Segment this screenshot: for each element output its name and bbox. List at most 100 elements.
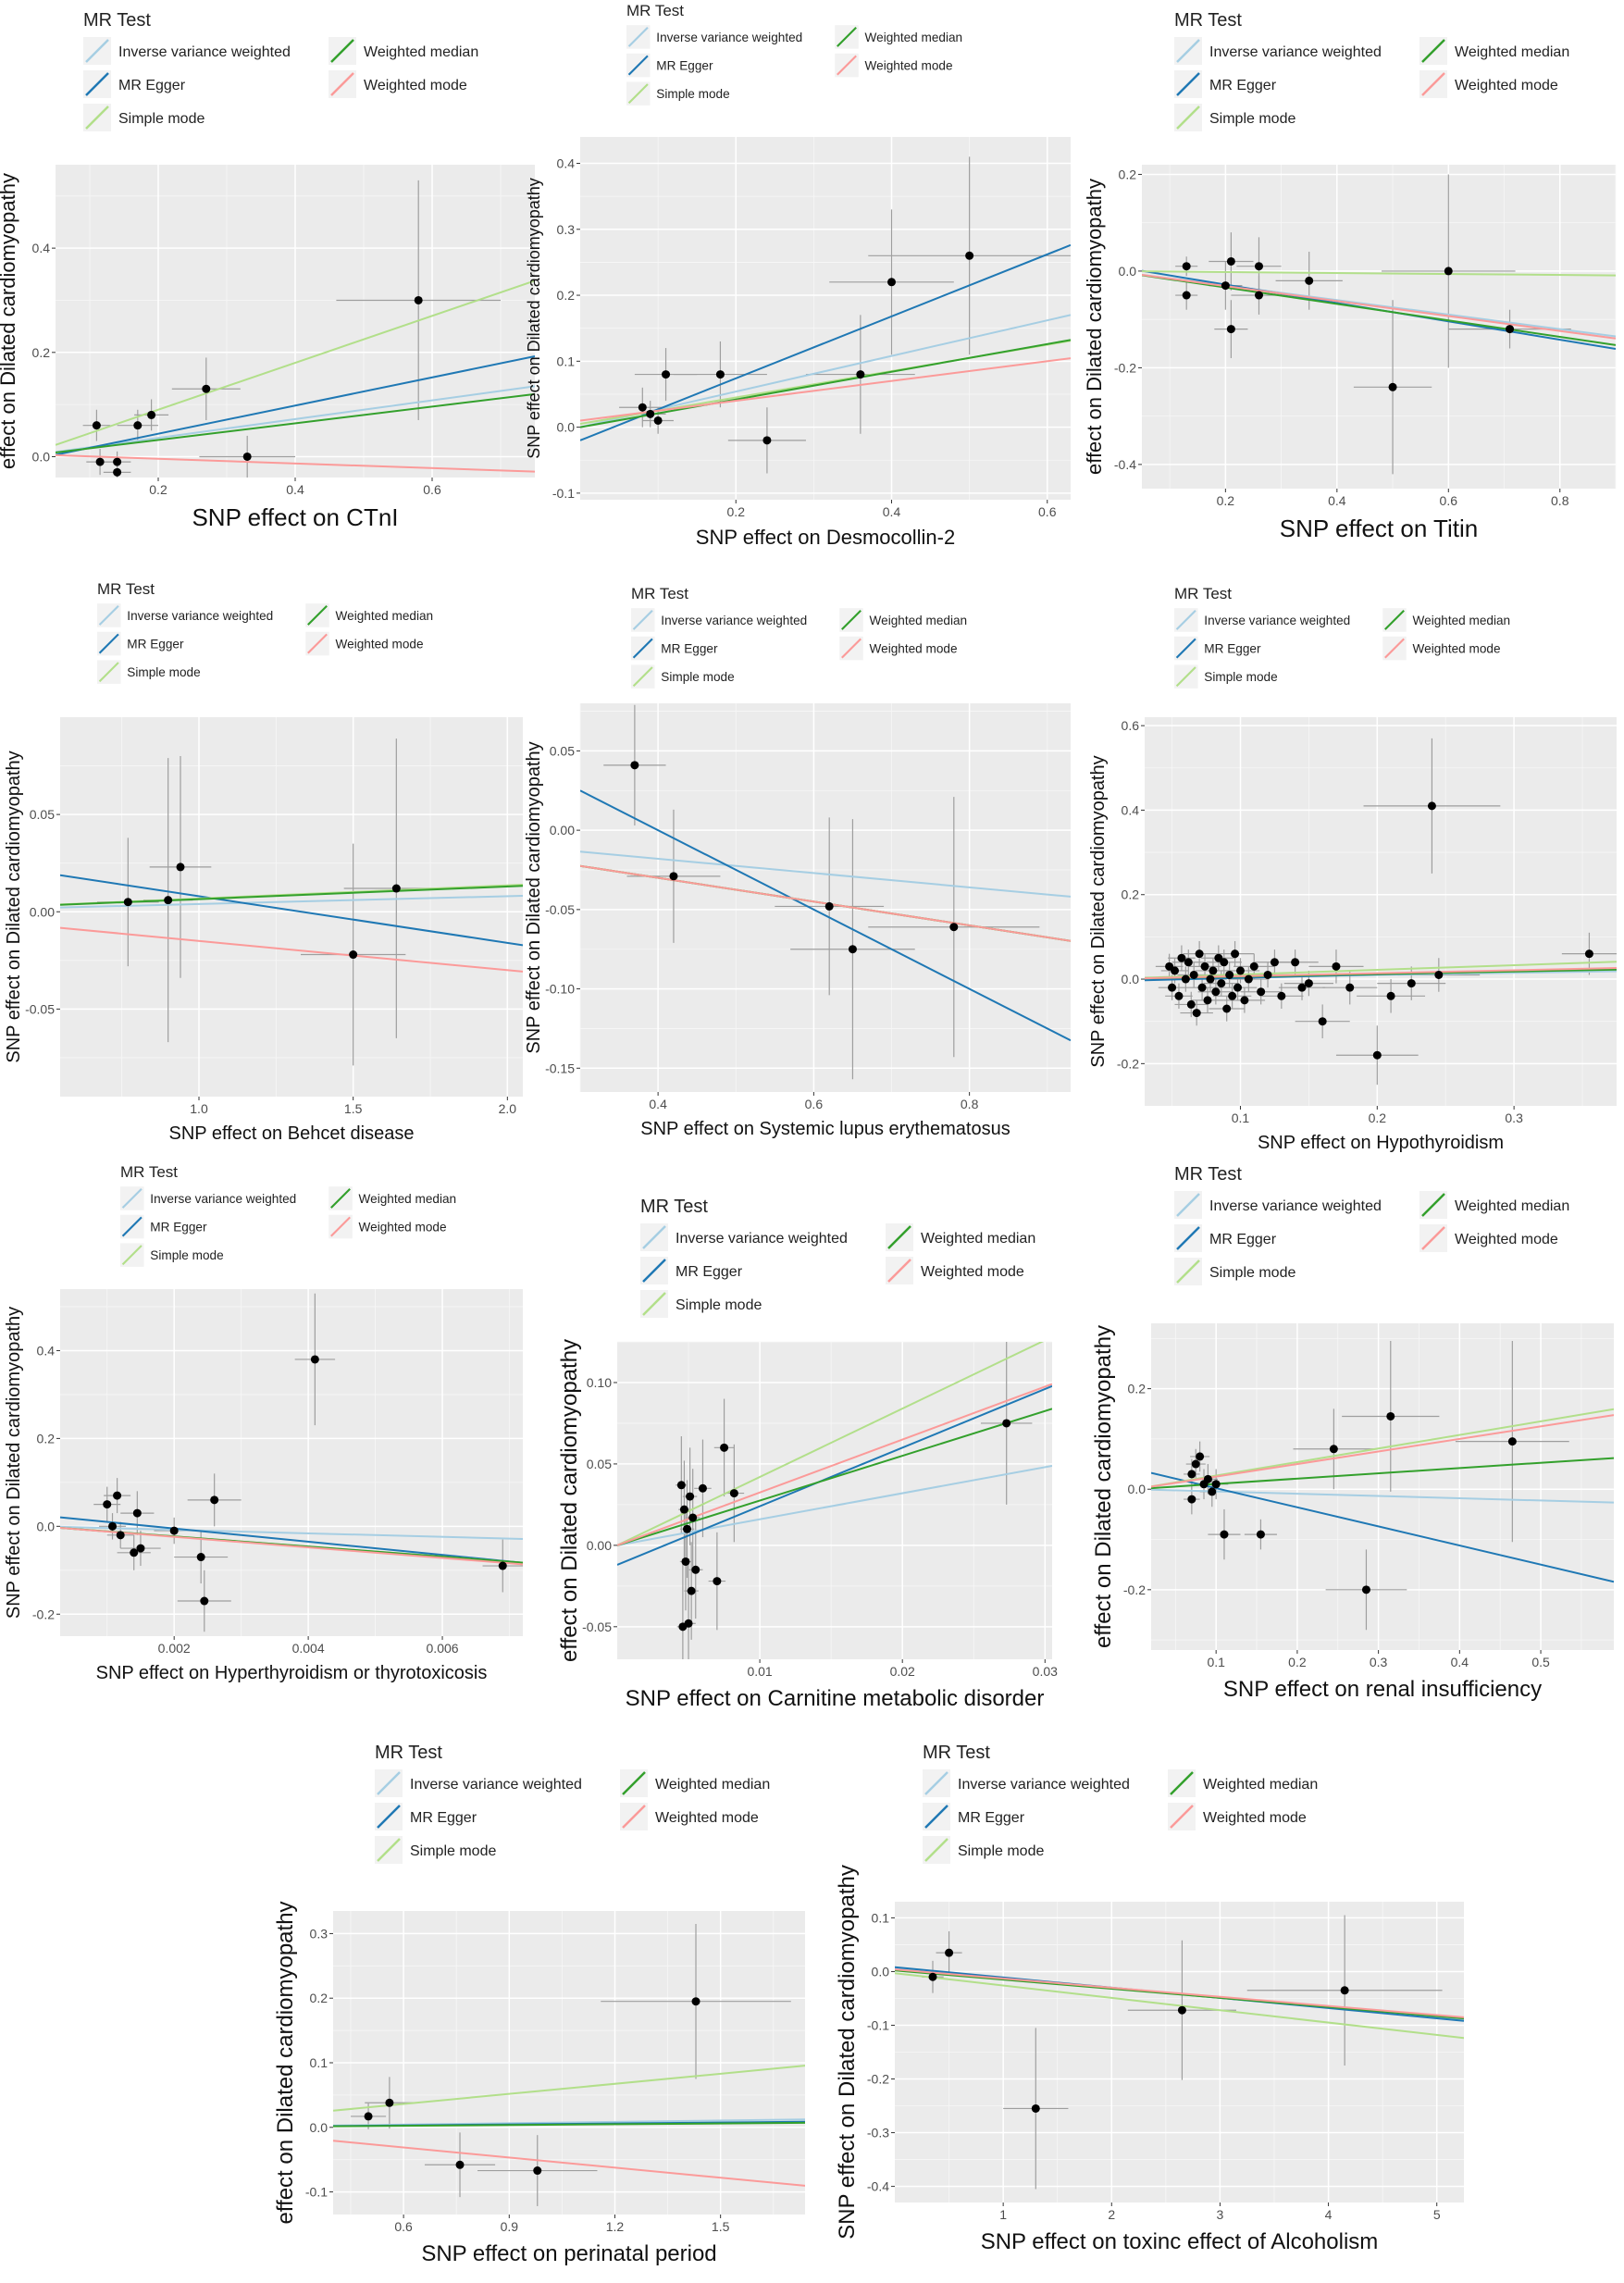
legend-entry-label: Weighted mode	[870, 642, 958, 656]
data-point	[1244, 974, 1253, 984]
data-point	[1203, 1474, 1212, 1483]
legend-entry-label: Weighted mode	[1455, 78, 1558, 93]
data-point	[684, 1619, 693, 1628]
legend: MR Test Inverse variance weighted MR Egger…	[1174, 10, 1569, 131]
x-tick-label: 0.6	[423, 482, 441, 497]
regression-line	[333, 2065, 805, 2112]
legend: MR Test Inverse variance weighted MR Egger…	[626, 2, 962, 105]
legend-entry-label: Weighted median	[870, 614, 968, 627]
data-point	[1189, 970, 1198, 979]
plot-content	[333, 1923, 805, 2206]
plot-background	[60, 717, 523, 1097]
data-point	[824, 901, 834, 911]
legend-entry-label: Weighted mode	[336, 638, 424, 651]
y-axis-title: SNP effect on Dilated cardiomyopathy	[1088, 755, 1109, 1067]
legend-entry-label: Weighted median	[364, 44, 478, 60]
legend-entry-label: Weighted median	[865, 31, 963, 44]
legend-key-line	[98, 604, 119, 626]
x-tick-label: 0.8	[961, 1097, 979, 1111]
chart-svg: MR Test Inverse variance weighted MR Egger…	[525, 2, 1071, 549]
x-tick-label: 0.4	[1328, 493, 1346, 508]
legend-key-line	[622, 1771, 646, 1795]
legend-entry-label: Weighted median	[1413, 614, 1511, 627]
data-point	[1192, 1009, 1201, 1018]
y-axis-title: effect on Dilated cardiomyopathy	[557, 1339, 582, 1662]
legend-entry-label: Simple mode	[118, 111, 205, 127]
data-point	[1226, 325, 1235, 334]
mr-scatter-panel: MR Test Inverse variance weighted MR Egger…	[524, 574, 1075, 1139]
legend-entry-label: Inverse variance weighted	[127, 609, 273, 623]
data-point	[130, 1548, 139, 1557]
data-point	[691, 1565, 700, 1574]
data-point	[1206, 974, 1215, 984]
data-point	[1211, 987, 1221, 997]
data-point	[123, 898, 132, 907]
chart-svg: MR Test Inverse variance weighted MR Egger…	[557, 1197, 1058, 1711]
legend-entry-label: Weighted mode	[1413, 642, 1501, 656]
y-tick-label: -0.4	[867, 2179, 889, 2194]
legend-entry-label: MR Egger	[410, 1810, 477, 1826]
regression-line	[1151, 1414, 1614, 1488]
x-tick-label: 0.9	[501, 2219, 519, 2234]
legend-entry-label: MR Egger	[1209, 1232, 1277, 1247]
data-point	[1386, 1411, 1395, 1421]
data-point	[1231, 949, 1240, 959]
data-point	[1225, 970, 1234, 979]
data-point	[679, 1505, 688, 1514]
data-point	[1254, 291, 1263, 300]
data-point	[1345, 983, 1355, 992]
regression-line	[60, 926, 523, 973]
legend-key-line	[1421, 1226, 1445, 1250]
regression-line	[617, 1408, 1052, 1546]
data-point	[1209, 966, 1218, 975]
data-point	[92, 421, 101, 430]
legend-title: MR Test	[631, 585, 688, 602]
legend-key-line	[1170, 1805, 1194, 1829]
legend-key-line	[1421, 72, 1445, 96]
chart-svg: MR Test Inverse variance weighted MR Egger…	[1088, 585, 1617, 1153]
legend-entry-label: MR Egger	[150, 1221, 207, 1235]
data-point	[147, 410, 156, 419]
y-tick-label: -0.2	[1117, 1056, 1139, 1071]
legend-key-line	[924, 1838, 948, 1862]
x-axis-title: SNP effect on CTnI	[192, 503, 398, 531]
data-point	[1171, 966, 1180, 975]
legend-title: MR Test	[1174, 1164, 1242, 1185]
legend-entry-label: Weighted median	[336, 609, 434, 623]
legend-entry-label: MR Egger	[676, 1264, 743, 1280]
x-tick-label: 0.6	[1038, 504, 1057, 519]
y-tick-label: 0.0	[1128, 1482, 1147, 1496]
legend-entry-label: Weighted mode	[921, 1264, 1024, 1280]
legend-key-line	[837, 26, 857, 47]
x-tick-label: 2	[1108, 2207, 1115, 2222]
legend-key-line	[632, 638, 653, 659]
y-tick-label: 0.2	[37, 1431, 56, 1445]
data-point	[715, 370, 725, 379]
regression-line	[580, 789, 1071, 1042]
data-point	[1388, 382, 1397, 391]
data-point	[1181, 974, 1190, 984]
y-tick-label: -0.2	[867, 2072, 889, 2087]
data-point	[1407, 979, 1416, 988]
data-point	[653, 416, 663, 425]
legend-key-line	[121, 1245, 143, 1266]
legend-key-line	[632, 609, 653, 630]
y-tick-label: -0.3	[867, 2126, 889, 2140]
plot-background	[1145, 717, 1617, 1106]
mr-scatter-panel: MR Test Inverse variance weighted MR Egger…	[1077, 574, 1624, 1153]
data-point	[1263, 970, 1272, 979]
y-axis-title: effect on Dilated cardiomyopathy	[1083, 179, 1106, 475]
y-tick-label: 0.1	[872, 1910, 890, 1925]
mr-scatter-panel: MR Test Inverse variance weighted MR Egger…	[268, 1731, 814, 2283]
data-point	[1297, 983, 1307, 992]
chart-svg: MR Test Inverse variance weighted MR Egger…	[524, 585, 1071, 1139]
y-tick-label: 0.2	[1128, 1382, 1147, 1396]
regression-line	[1151, 1408, 1614, 1488]
regression-line	[1142, 270, 1616, 277]
data-point	[498, 1561, 507, 1570]
legend-key-line	[887, 1259, 911, 1283]
regression-line	[56, 453, 535, 473]
x-tick-label: 0.2	[1369, 1110, 1387, 1125]
data-point	[116, 1531, 125, 1540]
legend-entry-label: Simple mode	[676, 1297, 762, 1313]
